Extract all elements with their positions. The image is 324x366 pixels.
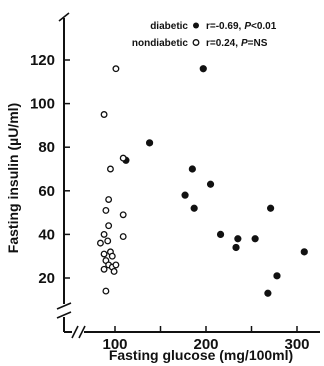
- point-diabetic: [300, 248, 308, 256]
- point-nondiabetic: [100, 111, 108, 118]
- legend-p-diabetic: <0.01: [251, 21, 277, 32]
- point-diabetic: [267, 204, 275, 212]
- point-diabetic: [273, 272, 281, 280]
- point-nondiabetic: [112, 261, 120, 269]
- point-nondiabetic: [105, 196, 113, 203]
- point-nondiabetic: [100, 230, 108, 238]
- point-diabetic: [251, 235, 259, 243]
- y-axis-title: Fasting insulin (µU/ml): [5, 103, 21, 253]
- point-nondiabetic: [105, 222, 113, 230]
- legend-marker-nondiabetic: [192, 39, 200, 46]
- y-tick-label: 20: [38, 270, 55, 287]
- point-diabetic: [232, 243, 240, 252]
- point-diabetic: [216, 230, 225, 238]
- legend: diabetic r=-0.69, P<0.01 nondiabetic r=0.…: [132, 21, 277, 49]
- legend-r-nondiabetic: r=0.24,: [206, 38, 238, 49]
- point-diabetic: [206, 180, 215, 188]
- point-diabetic: [264, 289, 272, 297]
- y-axis-top-break-mark: [58, 12, 70, 22]
- point-nondiabetic: [112, 65, 120, 73]
- x-axis-break-mark: [71, 325, 86, 339]
- legend-label-diabetic: diabetic: [150, 21, 188, 32]
- x-tick-label: 200: [193, 336, 218, 353]
- point-nondiabetic: [102, 206, 110, 214]
- x-ticks: 100 200 300: [102, 326, 310, 353]
- point-nondiabetic: [106, 165, 114, 173]
- point-nondiabetic: [119, 233, 127, 241]
- x-tick-label: 300: [284, 336, 309, 353]
- legend-item-diabetic: diabetic r=-0.69, P<0.01: [150, 21, 277, 32]
- y-axis-break-mark: [56, 302, 72, 319]
- legend-p-nondiabetic: =NS: [248, 38, 268, 49]
- point-diabetic: [199, 65, 207, 73]
- point-nondiabetic: [108, 252, 116, 260]
- point-diabetic: [188, 165, 196, 173]
- legend-r-diabetic: r=-0.69,: [206, 21, 242, 32]
- y-ticks: 20 40 60 80 100 120: [30, 52, 70, 287]
- y-tick-label: 60: [38, 183, 55, 200]
- legend-label-nondiabetic: nondiabetic: [132, 38, 189, 49]
- point-diabetic: [190, 204, 198, 212]
- point-diabetic: [181, 191, 189, 199]
- point-nondiabetic: [102, 287, 110, 295]
- x-axis-title: Fasting glucose (mg/100ml): [109, 347, 293, 363]
- point-nondiabetic: [119, 154, 127, 162]
- data-points: [96, 65, 308, 297]
- y-tick-label: 40: [38, 226, 55, 243]
- y-tick-label: 80: [38, 139, 55, 156]
- point-diabetic: [234, 235, 242, 243]
- y-tick-label: 120: [30, 52, 55, 69]
- y-tick-label: 100: [30, 96, 55, 113]
- legend-stat-diabetic: r=-0.69, P<0.01: [206, 21, 277, 32]
- axes: [56, 12, 320, 339]
- point-nondiabetic: [119, 211, 127, 219]
- legend-stat-nondiabetic: r=0.24, P=NS: [206, 38, 268, 49]
- point-nondiabetic: [100, 250, 108, 258]
- point-nondiabetic: [100, 265, 108, 273]
- point-nondiabetic: [110, 268, 118, 275]
- point-nondiabetic: [96, 239, 104, 247]
- legend-marker-diabetic: [193, 22, 199, 29]
- legend-item-nondiabetic: nondiabetic r=0.24, P=NS: [132, 38, 268, 49]
- x-tick-label: 100: [102, 336, 127, 353]
- point-nondiabetic: [104, 237, 112, 245]
- legend-p-letter-diabetic: P: [244, 21, 251, 32]
- point-diabetic: [145, 139, 154, 147]
- legend-p-letter-nondiabetic: P: [241, 38, 248, 49]
